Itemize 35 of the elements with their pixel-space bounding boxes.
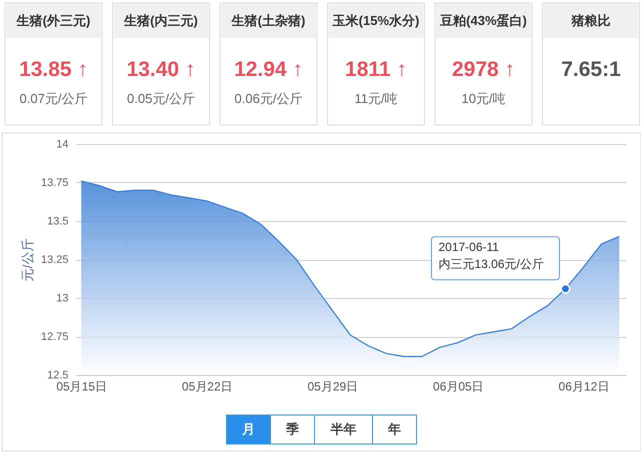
category-label: 生猪(外三元): [16, 13, 90, 28]
y-tick-label: 13: [56, 292, 68, 304]
text: 12.94 ↑: [234, 58, 303, 81]
category-label: 玉米(15%水分): [332, 13, 420, 28]
x-tick-label: 05月22日: [182, 380, 233, 394]
text: 半年: [330, 422, 356, 436]
text: 7.65:1: [561, 58, 622, 81]
x-tick-label: 05月15日: [56, 380, 108, 394]
category-label: 猪粮比: [570, 13, 610, 28]
y-tick-label: 13.5: [47, 216, 68, 228]
x-tick-label: 06月05日: [433, 380, 484, 394]
text: 月: [241, 422, 255, 436]
annotation: 2017-06-11 内三元13.06元/公斤: [438, 240, 544, 271]
category-label: 生猪(内三元): [123, 13, 198, 28]
text: 13.85 ↑: [19, 58, 88, 81]
text: 0.06元/公斤: [234, 91, 302, 106]
category-label: 豆粕(43%蛋白): [439, 13, 527, 28]
y-axis-title: 元/公斤: [20, 238, 35, 282]
y-tick-label: 12.5: [47, 370, 68, 382]
text: 13.40 ↑: [126, 58, 196, 81]
x-tick-label: 06月12日: [558, 380, 610, 394]
y-tick-label: 13.25: [40, 254, 68, 266]
text: 季: [285, 422, 299, 436]
text: 0.05元/公斤: [127, 91, 195, 106]
text: 1811 ↑: [345, 58, 407, 81]
text: 年: [387, 422, 401, 436]
y-tick-label: 13.75: [40, 177, 68, 189]
text: 2978 ↑: [452, 58, 516, 81]
x-tick-label: 05月29日: [307, 380, 358, 394]
y-tick-label: 12.75: [40, 331, 68, 343]
text: 10元/吨: [461, 91, 506, 106]
category-label: 生猪(土杂猪): [230, 13, 306, 28]
text: 0.07元/公斤: [20, 91, 88, 106]
text: 11元/吨: [354, 91, 398, 106]
y-tick-label: 14: [56, 138, 68, 150]
